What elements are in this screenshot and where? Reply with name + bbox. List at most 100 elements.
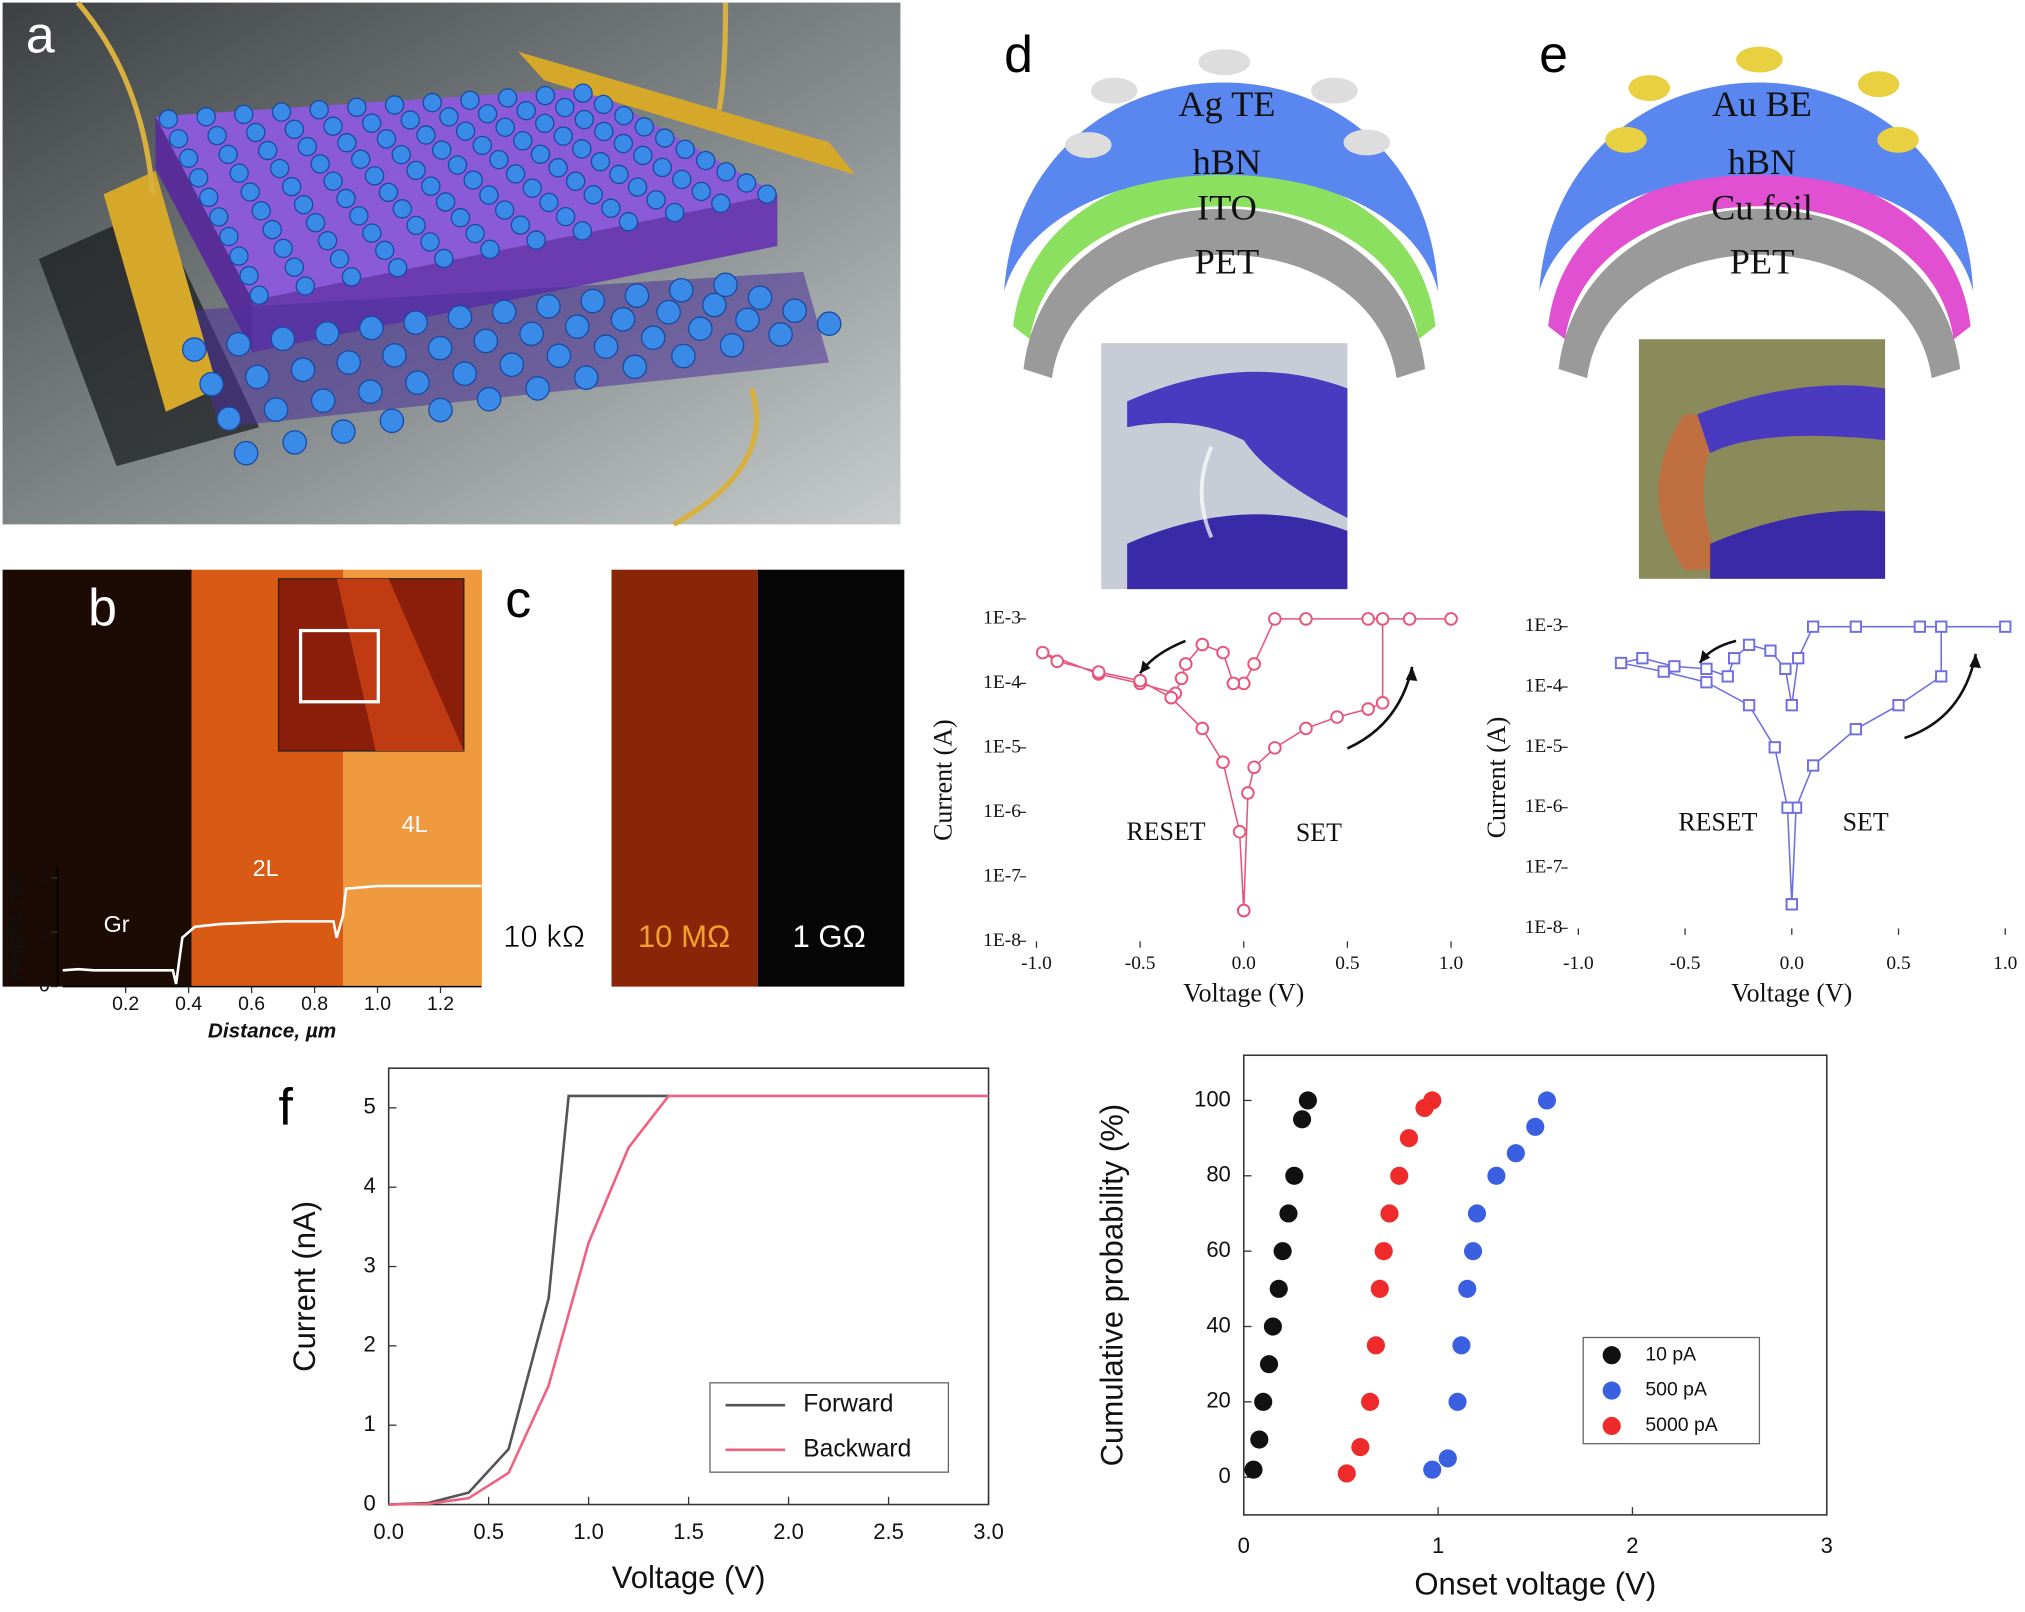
y-tick-label: 1E-6 [983, 801, 1021, 822]
charts: 0.2 0.4 0.6 0.8 1.0 1.2 0 1 2 Distance, µm Height,… [4, 607, 2018, 1601]
marker [1374, 1242, 1393, 1261]
atom [251, 201, 271, 221]
atom [499, 352, 525, 377]
atom [387, 257, 408, 278]
atom [168, 128, 189, 149]
marker [1764, 644, 1777, 657]
atom [655, 128, 675, 148]
atom [497, 88, 518, 108]
atom [178, 148, 199, 168]
atom [240, 182, 260, 202]
atom [329, 249, 350, 269]
marker [1380, 1204, 1399, 1223]
marker [1279, 1204, 1298, 1223]
atom [491, 299, 517, 325]
y-axis-label: Current (A) [929, 719, 958, 840]
atom [614, 105, 634, 126]
atom [656, 299, 681, 325]
marker [1216, 755, 1230, 769]
marker [1361, 612, 1375, 626]
y-tick-label: 2 [363, 1332, 375, 1357]
atom [269, 158, 290, 179]
atom [392, 199, 412, 219]
atom [572, 139, 592, 159]
y-axis-label: Cumulative probability (%) [1094, 1104, 1129, 1467]
atom [434, 248, 454, 269]
annotation: SET [1843, 808, 1889, 837]
marker [1444, 612, 1458, 626]
atom [624, 283, 650, 308]
atom [262, 219, 282, 240]
layer-label: hBN [1193, 142, 1262, 182]
legend-swatch [1602, 1381, 1621, 1400]
y-tick-label: 1E-6 [1525, 796, 1563, 817]
x-tick-label: 1.0 [1993, 953, 2017, 974]
x-tick-label: 3.0 [973, 1519, 1004, 1544]
panel-e-diagram [1539, 46, 1981, 740]
marker [1232, 824, 1247, 839]
x-tick-label: 0.5 [1335, 953, 1359, 974]
y-tick-label: 1E-4 [983, 672, 1021, 693]
marker [1164, 690, 1179, 705]
atom [406, 160, 426, 181]
legend-label: 500 pA [1645, 1379, 1707, 1401]
marker [1423, 1091, 1442, 1110]
y-tick-label: 100 [1194, 1086, 1231, 1111]
annotation: 4L [402, 811, 428, 837]
atom [420, 232, 440, 252]
panel-b-afm [2, 569, 482, 987]
y-tick-label: 0 [1219, 1463, 1231, 1488]
atom [158, 109, 179, 129]
atom [463, 170, 483, 190]
atom [495, 117, 515, 137]
atom [245, 364, 270, 390]
atom [391, 144, 411, 165]
panel-label: b [88, 578, 117, 636]
marker [1259, 1355, 1279, 1374]
atom [218, 144, 238, 165]
atom [672, 169, 692, 190]
atom [406, 215, 426, 236]
marker [1254, 1392, 1273, 1411]
marker [1269, 1279, 1288, 1298]
atom [233, 440, 259, 466]
atom [460, 90, 480, 110]
atom [573, 83, 593, 103]
atom [671, 343, 696, 369]
atom [358, 379, 383, 404]
y-tick-label: 1 [39, 920, 50, 942]
atom [271, 102, 292, 122]
y-tick-label: 1E-5 [983, 736, 1021, 757]
marker [1195, 637, 1210, 652]
atom [199, 371, 224, 397]
marker [1668, 660, 1681, 673]
atom [633, 145, 653, 166]
marker [1216, 645, 1230, 660]
marker [1423, 1460, 1442, 1479]
atom [477, 104, 498, 124]
marker [1361, 702, 1375, 716]
atom [535, 85, 556, 106]
atom [782, 298, 807, 324]
atom [590, 151, 611, 172]
x-tick-label: 0.0 [1780, 953, 1804, 974]
atom [273, 238, 293, 259]
data-line [1042, 618, 1452, 911]
atom [349, 206, 369, 226]
atom [323, 116, 343, 136]
atom [652, 157, 673, 178]
atom [702, 292, 727, 318]
layer-label: Cu foil [1711, 187, 1813, 227]
x-tick-label: 0.5 [1886, 953, 1910, 974]
y-tick-label: 1E-8 [983, 930, 1021, 951]
marker [1849, 723, 1862, 736]
atom [317, 231, 338, 251]
atom [747, 285, 773, 311]
marker [1268, 741, 1282, 755]
atom [258, 140, 278, 161]
marker [1263, 1317, 1282, 1336]
atom [646, 190, 666, 210]
panel-label: d [1004, 25, 1033, 83]
marker [1337, 1464, 1356, 1483]
